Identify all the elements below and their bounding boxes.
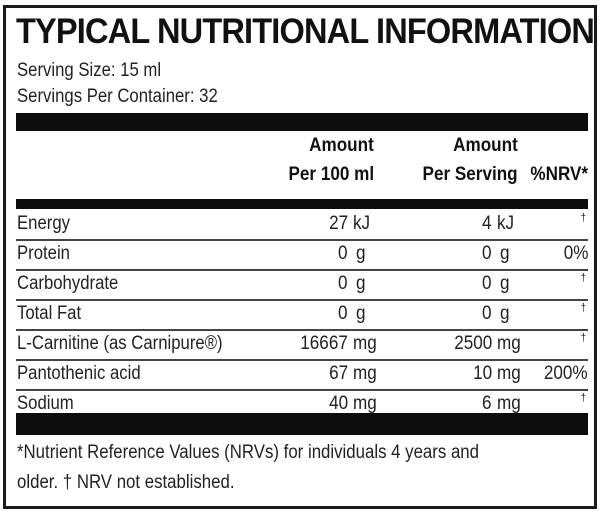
serving-unit: g (500, 273, 510, 294)
header-per100-line2: Per 100 ml (288, 164, 374, 185)
per100-value: 0 (338, 303, 348, 324)
nutrient-name: Pantothenic acid (17, 363, 141, 384)
thick-divider-bottom (16, 413, 588, 435)
serving-unit: g (500, 243, 510, 264)
header-per100-line1: Amount (309, 135, 374, 156)
per100-unit: mg (353, 393, 377, 414)
per100-unit: mg (353, 363, 377, 384)
nutrient-name: Sodium (17, 393, 74, 414)
nrv-value: 0% (563, 243, 588, 264)
per100-value: 0 (338, 273, 348, 294)
nrv-value: † (580, 212, 586, 224)
serving-value: 10 (472, 363, 492, 384)
per100-value: 0 (338, 243, 348, 264)
serving-unit: g (500, 303, 510, 324)
per100-value: 40 (328, 393, 348, 414)
serving-value: 4 (482, 213, 492, 234)
table-row-pantothenic-acid: Pantothenic acid 67 mg 10 mg 200% (16, 359, 588, 391)
serving-unit: mg (497, 333, 521, 354)
serving-size: Serving Size: 15 ml (17, 60, 162, 81)
table-row-protein: Protein 0 g 0 g 0% (16, 239, 588, 271)
nutrition-label: TYPICAL NUTRITIONAL INFORMATION Serving … (3, 5, 597, 509)
nrv-value: † (580, 272, 586, 284)
serving-unit: kJ (497, 213, 515, 234)
footnote-line1: *Nutrient Reference Values (NRVs) for in… (17, 442, 480, 463)
nutrient-name: Protein (17, 243, 70, 264)
serving-unit: mg (497, 393, 521, 414)
per100-unit: g (356, 303, 366, 324)
thick-divider-header (16, 199, 588, 209)
table-row-carbohydrate: Carbohydrate 0 g 0 g † (16, 269, 588, 301)
table-row-l-carnitine: L-Carnitine (as Carnipure®) 16667 mg 250… (16, 329, 588, 361)
nrv-value: † (580, 332, 586, 344)
nutrient-name: Energy (17, 213, 70, 234)
header-nrv: %NRV* (530, 164, 588, 185)
serving-value: 2500 (453, 333, 492, 354)
footnote-line2: older. † NRV not established. (17, 472, 235, 493)
serving-value: 0 (482, 273, 492, 294)
nutrient-name: Carbohydrate (17, 273, 119, 294)
nutrient-name: Total Fat (17, 303, 82, 324)
table-row-energy: Energy 27 kJ 4 kJ † (16, 209, 588, 241)
per100-unit: kJ (353, 213, 371, 234)
per100-value: 16667 (300, 333, 348, 354)
nutrient-name: L-Carnitine (as Carnipure®) (17, 333, 223, 354)
table-row-sodium: Sodium 40 mg 6 mg † (16, 389, 588, 419)
servings-per-container: Servings Per Container: 32 (17, 86, 218, 107)
thick-divider-top (16, 113, 588, 131)
serving-value: 0 (482, 303, 492, 324)
label-title: TYPICAL NUTRITIONAL INFORMATION (16, 12, 595, 51)
table-row-total-fat: Total Fat 0 g 0 g † (16, 299, 588, 331)
header-perserving-line2: Per Serving (422, 164, 518, 185)
per100-value: 67 (328, 363, 348, 384)
header-perserving-line1: Amount (453, 135, 518, 156)
serving-unit: mg (497, 363, 521, 384)
per100-unit: g (356, 243, 366, 264)
per100-unit: mg (353, 333, 377, 354)
footnote: *Nutrient Reference Values (NRVs) for in… (17, 438, 583, 498)
per100-unit: g (356, 273, 366, 294)
nrv-value: † (580, 392, 586, 404)
serving-value: 0 (482, 243, 492, 264)
per100-value: 27 (328, 213, 348, 234)
nrv-value: 200% (544, 363, 588, 384)
serving-value: 6 (482, 393, 492, 414)
nrv-value: † (580, 302, 586, 314)
